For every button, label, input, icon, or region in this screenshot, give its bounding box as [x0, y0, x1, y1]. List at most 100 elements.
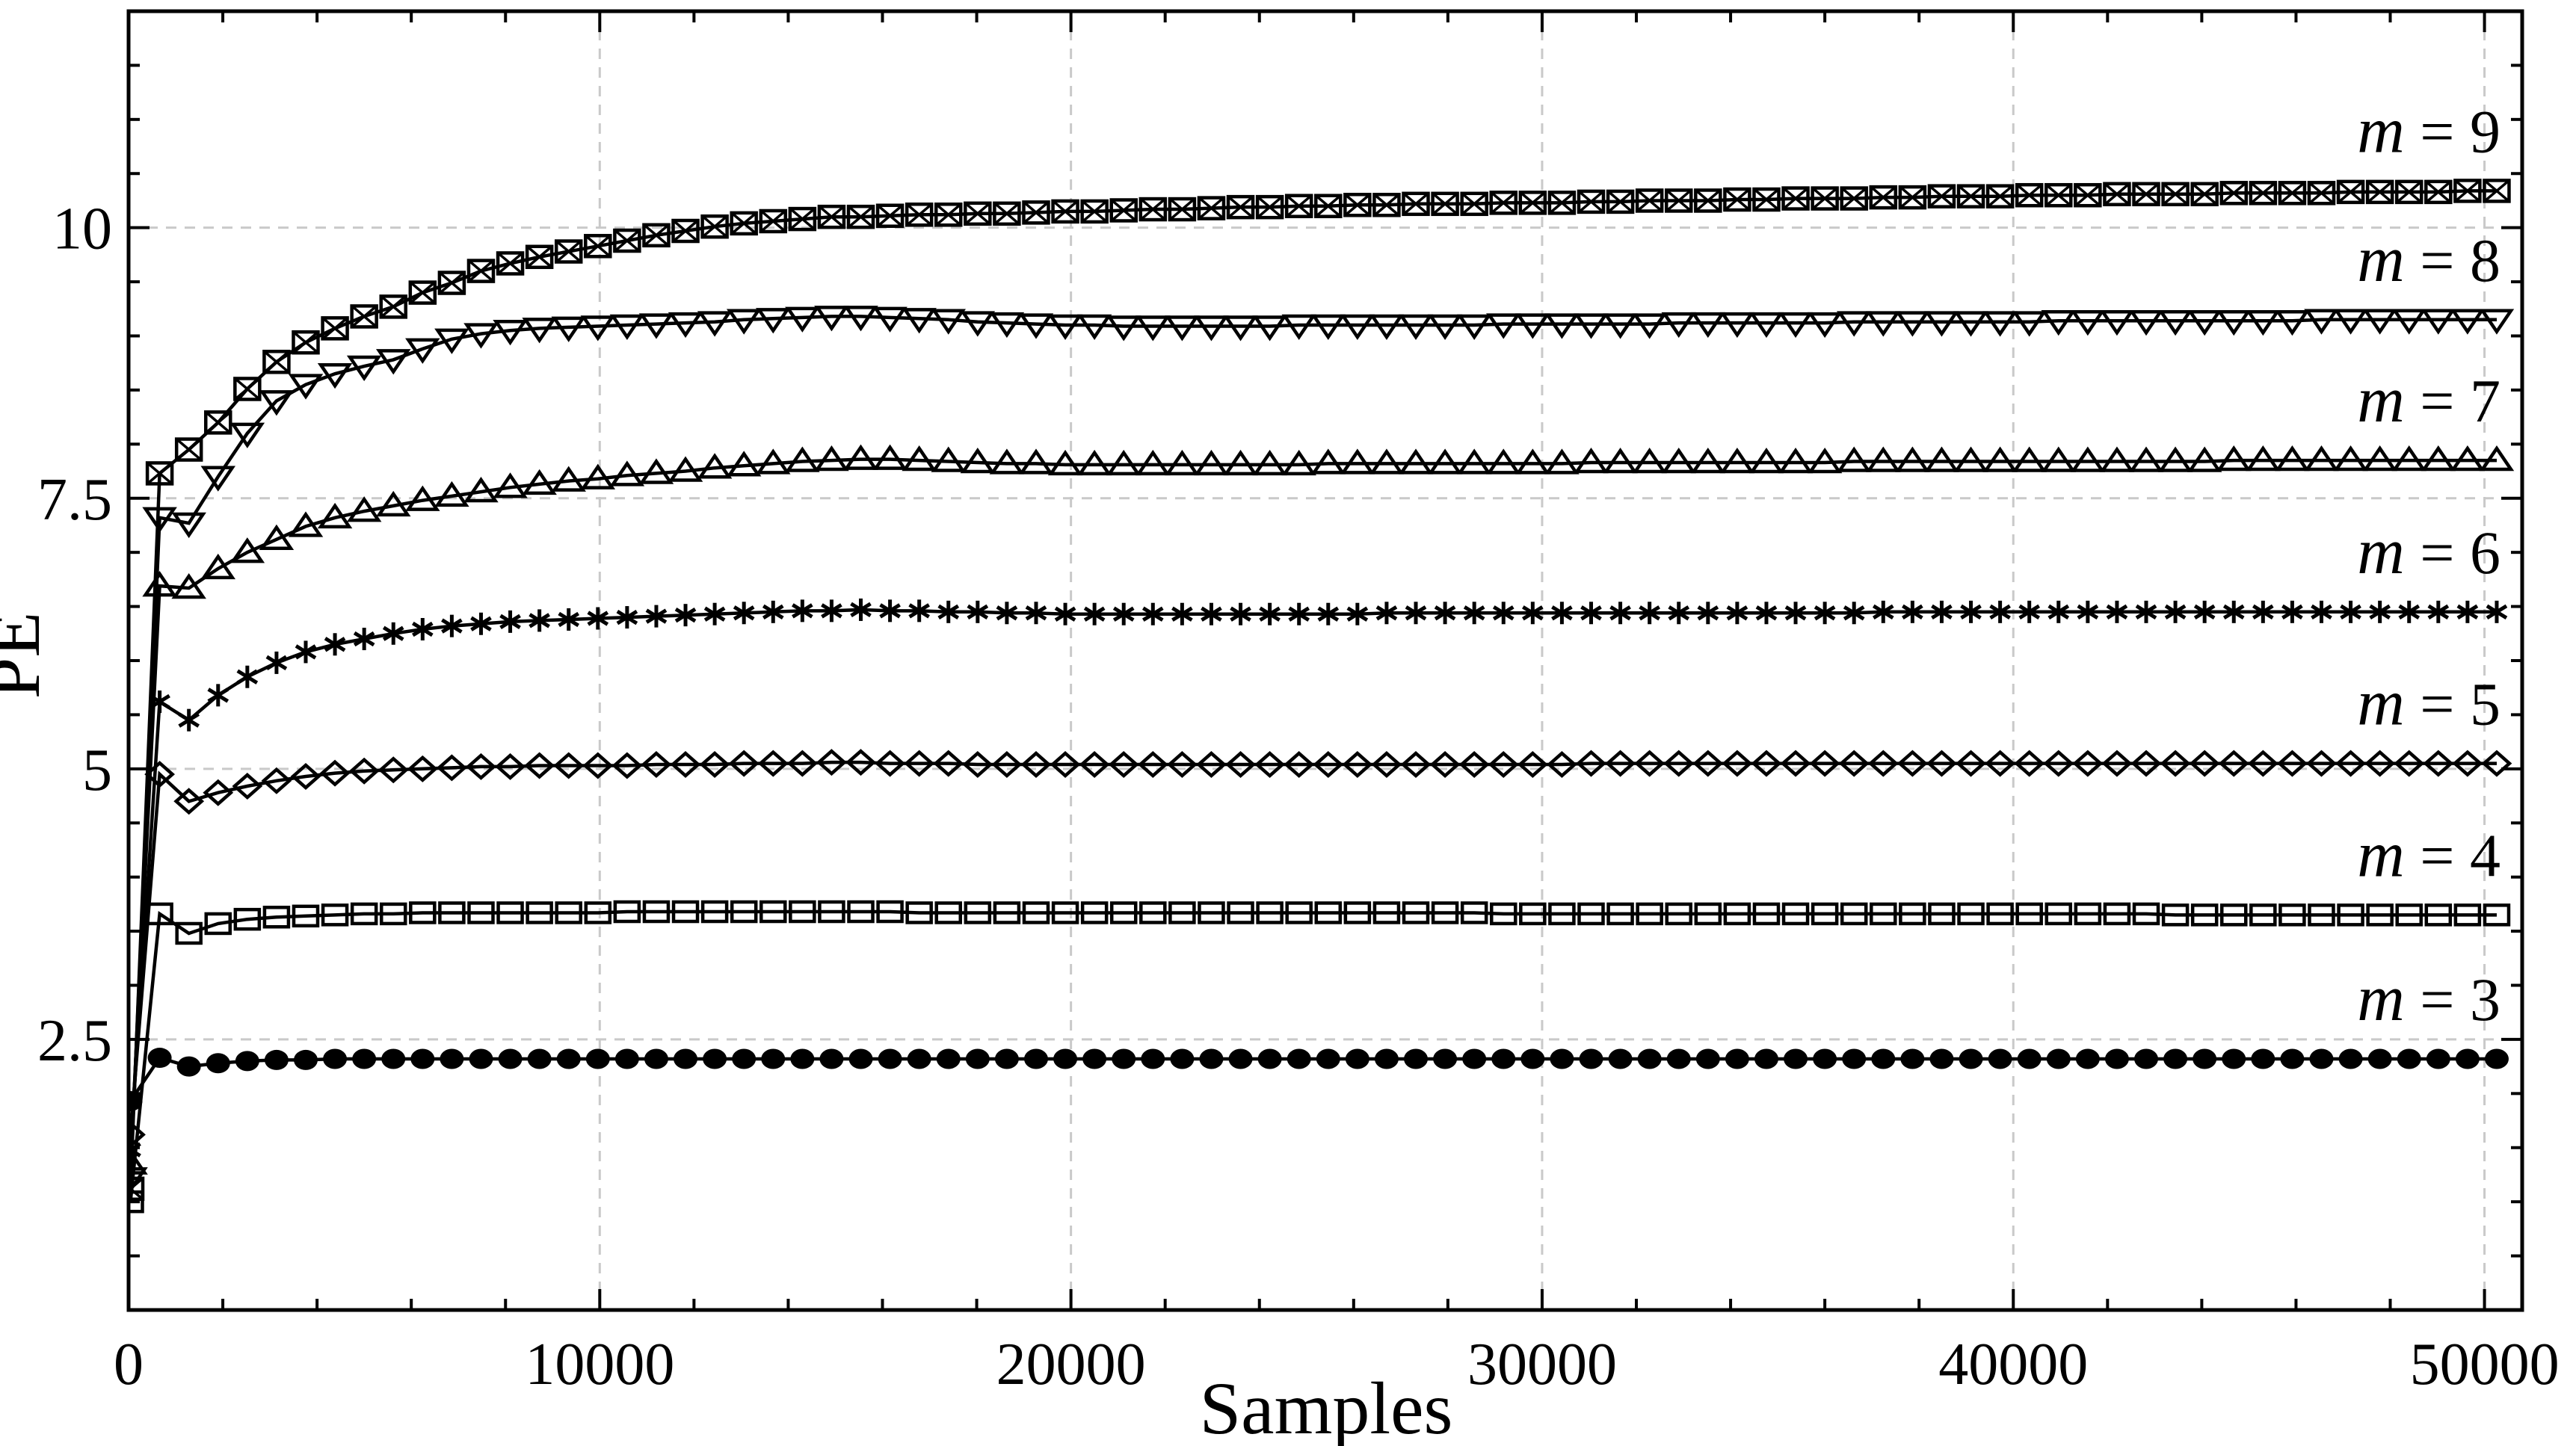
- triangle-down-marker: [2362, 309, 2397, 335]
- square-marker: [934, 901, 962, 924]
- crossed-square-marker: [2365, 179, 2394, 205]
- diamond-marker: [2481, 750, 2512, 777]
- diamond-marker: [1576, 750, 1606, 777]
- crossed-square-marker: [467, 259, 495, 282]
- diamond-marker: [816, 749, 847, 776]
- diamond-marker: [2247, 750, 2278, 777]
- triangle-up-marker: [1632, 447, 1667, 474]
- triangle-up-marker: [1924, 446, 1959, 472]
- crossed-square-marker: [1695, 189, 1722, 212]
- crossed-square-marker: [2336, 179, 2365, 205]
- series-line-m6: [129, 608, 2497, 1150]
- diamond-marker: [1284, 751, 1315, 779]
- square-marker: [1431, 901, 1459, 924]
- triangle-down-marker: [522, 318, 557, 344]
- crossed-square-marker: [205, 411, 232, 434]
- crossed-square-marker: [1519, 191, 1546, 214]
- filled-circle-marker: [1813, 1048, 1837, 1069]
- triangle-down-marker: [1076, 314, 1112, 341]
- filled-circle-marker: [1404, 1048, 1429, 1069]
- diamond-marker: [524, 752, 555, 779]
- filled-circle-marker: [147, 1048, 172, 1069]
- diamond-marker: [2277, 750, 2308, 777]
- x-tick-label: 30000: [1467, 1332, 1617, 1397]
- triangle-up-marker: [2275, 445, 2310, 472]
- asterisk-marker: [1960, 604, 1982, 620]
- crossed-square-marker: [1314, 194, 1343, 218]
- crossed-square-marker: [993, 201, 1021, 226]
- crossed-square-marker: [584, 234, 612, 259]
- triangle-down-marker: [434, 328, 469, 354]
- square-marker: [233, 907, 262, 931]
- crossed-square-marker: [1197, 196, 1226, 220]
- square-marker: [2424, 903, 2453, 927]
- crossed-square-marker: [409, 281, 436, 304]
- triangle-down-marker: [1427, 314, 1463, 341]
- filled-circle-marker: [293, 1049, 318, 1070]
- square-marker: [759, 900, 787, 924]
- diamond-marker: [962, 751, 993, 779]
- legend-label-m8: m = 8: [2357, 223, 2500, 296]
- triangle-up-marker: [1047, 449, 1083, 476]
- asterisk-marker: [1230, 606, 1251, 622]
- square-marker: [555, 901, 582, 924]
- filled-circle-marker: [2104, 1048, 2129, 1069]
- asterisk-marker: [353, 631, 375, 647]
- filled-circle-marker: [2222, 1048, 2246, 1069]
- crossed-square-marker: [1081, 200, 1108, 223]
- triangle-up-marker: [580, 463, 616, 489]
- triangle-up-marker: [142, 571, 177, 597]
- crossed-square-marker: [1636, 189, 1663, 212]
- diamond-marker: [611, 752, 643, 779]
- series-m9: [129, 179, 2511, 1202]
- filled-circle-marker: [2455, 1048, 2480, 1069]
- triangle-down-marker: [1281, 314, 1316, 341]
- filled-circle-marker: [1550, 1048, 1574, 1069]
- filled-circle-marker: [498, 1048, 523, 1069]
- triangle-down-marker: [1836, 311, 1872, 337]
- asterisk-marker: [2252, 604, 2274, 620]
- filled-circle-marker: [1170, 1048, 1195, 1069]
- triangle-down-marker: [726, 309, 762, 335]
- square-marker: [2395, 903, 2423, 927]
- y-tick-label: 7.5: [37, 467, 112, 533]
- diamond-marker: [2364, 750, 2396, 777]
- diamond-marker: [2218, 750, 2249, 777]
- square-marker: [700, 900, 729, 924]
- triangle-down-marker: [1340, 314, 1375, 341]
- diamond-marker: [1196, 751, 1227, 779]
- filled-circle-marker: [819, 1048, 844, 1069]
- square-marker: [2161, 903, 2190, 927]
- filled-circle-marker: [965, 1048, 990, 1069]
- asterisk-marker: [2018, 604, 2041, 620]
- filled-circle-marker: [761, 1048, 786, 1069]
- diamond-marker: [495, 753, 526, 780]
- filled-circle-marker: [703, 1048, 727, 1069]
- diamond-marker: [582, 752, 614, 779]
- crossed-square-marker: [2074, 183, 2101, 207]
- triangle-up-marker: [1690, 447, 1726, 474]
- crossed-square-marker: [671, 218, 700, 244]
- grid-layer: [129, 11, 2522, 1310]
- square-marker: [1372, 901, 1401, 924]
- crossed-square-marker: [2367, 180, 2394, 204]
- triangle-down-marker: [1515, 313, 1550, 339]
- asterisk-marker: [1902, 604, 1923, 620]
- square-marker: [496, 901, 524, 924]
- crossed-square-marker: [1284, 194, 1313, 218]
- crossed-square-marker: [2425, 180, 2452, 204]
- diamond-marker: [1313, 751, 1344, 779]
- triangle-down-marker: [129, 1167, 148, 1193]
- filled-circle-marker: [2163, 1048, 2188, 1069]
- filled-circle-marker: [790, 1048, 815, 1069]
- triangle-down-marker: [872, 306, 908, 333]
- crossed-square-marker: [1315, 194, 1342, 218]
- diamond-marker: [2101, 750, 2133, 777]
- asterisk-marker: [149, 693, 170, 710]
- crossed-square-marker: [789, 207, 816, 231]
- square-marker: [1402, 901, 1430, 924]
- filled-circle-marker: [129, 1090, 143, 1111]
- square-marker: [526, 901, 553, 924]
- crossed-square-marker: [1547, 191, 1577, 215]
- triangle-up-marker: [2187, 446, 2222, 472]
